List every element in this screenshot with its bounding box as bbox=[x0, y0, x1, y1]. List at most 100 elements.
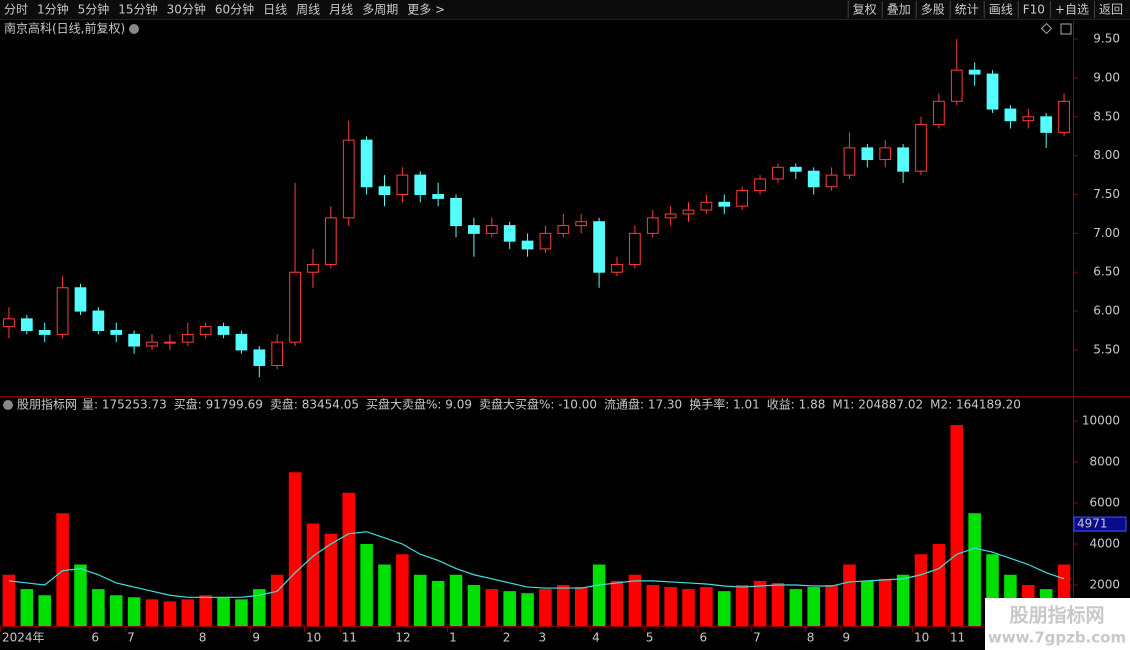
candle-body bbox=[199, 326, 212, 335]
x-tick-label: 5 bbox=[646, 631, 654, 645]
candle-body bbox=[1004, 108, 1017, 122]
period-tab[interactable]: 日线 bbox=[263, 3, 287, 17]
x-tick-label: 7 bbox=[753, 631, 761, 645]
period-tab[interactable]: 月线 bbox=[329, 3, 353, 17]
y-tick-label: 6000 bbox=[1089, 495, 1120, 509]
icon[interactable] bbox=[1060, 23, 1072, 35]
candle-body bbox=[718, 201, 731, 207]
readout: M2: 164189.20 bbox=[930, 398, 1021, 412]
y-tick-label: 9.50 bbox=[1093, 32, 1120, 46]
x-tick-label: 6 bbox=[699, 631, 707, 645]
candle-body bbox=[414, 174, 427, 196]
y-tick-label: 7.00 bbox=[1093, 226, 1120, 240]
y-tick-label: 9.00 bbox=[1093, 70, 1120, 84]
tool-button[interactable]: F10 bbox=[1023, 3, 1045, 17]
candle-body bbox=[664, 213, 677, 219]
volume-bar bbox=[682, 589, 695, 626]
candle-body bbox=[700, 201, 713, 211]
period-tab[interactable]: 30分钟 bbox=[167, 2, 206, 17]
candle-body bbox=[915, 124, 927, 172]
y-tick-label: 6.50 bbox=[1093, 265, 1120, 279]
period-tab[interactable]: 更多 > bbox=[407, 3, 445, 17]
candle-body bbox=[521, 240, 534, 250]
volume-bar bbox=[914, 554, 928, 626]
period-tab[interactable]: 多周期 bbox=[362, 3, 398, 17]
period-tab[interactable]: 5分钟 bbox=[78, 2, 110, 17]
candle-body bbox=[575, 221, 588, 227]
candle-body bbox=[164, 341, 176, 344]
candle-body bbox=[181, 333, 194, 343]
candle-body bbox=[307, 263, 319, 273]
readout: 流通盘: 17.30 bbox=[604, 397, 682, 412]
tool-button[interactable]: 返回 bbox=[1099, 3, 1123, 17]
volume-bar bbox=[950, 425, 964, 626]
volume-bar bbox=[610, 580, 624, 626]
volume-bar bbox=[288, 472, 302, 626]
period-tab[interactable]: 周线 bbox=[296, 3, 320, 17]
candle-body bbox=[271, 341, 284, 366]
y-tick-label: 8.50 bbox=[1093, 109, 1120, 123]
candle-body bbox=[789, 166, 802, 172]
candle-body bbox=[146, 341, 158, 347]
volume-bar bbox=[574, 587, 588, 626]
volume-bar bbox=[235, 599, 248, 626]
candle-body bbox=[217, 326, 230, 335]
x-tick-label: 10 bbox=[914, 631, 929, 645]
volume-bar bbox=[396, 554, 409, 626]
candle-body bbox=[646, 217, 659, 234]
dropdown-icon[interactable] bbox=[129, 24, 139, 34]
dropdown-icon[interactable] bbox=[3, 400, 13, 410]
x-tick-label: 8 bbox=[199, 631, 207, 645]
indicator-title: 股朋指标网 bbox=[17, 397, 77, 412]
readout: 量: 175253.73 bbox=[82, 398, 167, 412]
readout: 买盘: 91799.69 bbox=[174, 397, 263, 412]
y-tick-label: 8000 bbox=[1089, 454, 1120, 468]
tool-button[interactable]: 画线 bbox=[989, 3, 1013, 17]
tool-button[interactable]: 统计 bbox=[955, 3, 979, 17]
readout: 换手率: 1.01 bbox=[689, 397, 760, 412]
x-tick-label: 11 bbox=[950, 631, 965, 645]
volume-bar bbox=[896, 574, 910, 626]
candle-body bbox=[289, 271, 301, 343]
candle-body bbox=[432, 194, 445, 199]
period-tab[interactable]: 15分钟 bbox=[118, 2, 157, 17]
candle-body bbox=[968, 69, 981, 75]
volume-bar bbox=[217, 597, 230, 626]
candle-body bbox=[950, 69, 963, 102]
y-tick-label: 2000 bbox=[1089, 577, 1120, 591]
y-tick-label: 6.00 bbox=[1093, 304, 1120, 318]
volume-bar bbox=[145, 599, 159, 626]
x-tick-label: 3 bbox=[539, 631, 547, 645]
tool-button[interactable]: 多股 bbox=[921, 3, 945, 17]
tool-button[interactable]: +自选 bbox=[1055, 3, 1089, 17]
candle-body bbox=[611, 263, 623, 273]
readout: 卖盘大买盘%: -10.00 bbox=[479, 397, 597, 412]
stock-title: 南京高科(日线,前复权) bbox=[4, 21, 125, 36]
y-tick-label: 7.50 bbox=[1093, 187, 1120, 201]
volume-bar bbox=[20, 589, 34, 626]
period-tab[interactable]: 60分钟 bbox=[215, 2, 254, 17]
candle-body bbox=[539, 232, 552, 250]
candle-body bbox=[807, 170, 820, 188]
candle-body bbox=[593, 221, 605, 273]
volume-bar bbox=[449, 574, 463, 626]
tool-button[interactable]: 复权 bbox=[853, 3, 877, 17]
x-tick-label: 9 bbox=[843, 631, 851, 645]
candle-body bbox=[628, 232, 641, 265]
icon[interactable] bbox=[1040, 22, 1053, 35]
period-tab[interactable]: 分时 bbox=[4, 3, 28, 17]
candle-body bbox=[1022, 116, 1035, 122]
volume-bar bbox=[932, 543, 946, 626]
volume-bar bbox=[270, 574, 284, 626]
candle-body bbox=[861, 147, 874, 161]
volume-bar bbox=[306, 523, 320, 626]
x-tick-label: 9 bbox=[252, 631, 260, 645]
period-tab[interactable]: 1分钟 bbox=[37, 2, 69, 17]
candle-body bbox=[754, 178, 766, 192]
candle-body bbox=[74, 287, 87, 312]
y-tick-label: 8.00 bbox=[1093, 148, 1120, 162]
volume-bar bbox=[253, 589, 266, 626]
watermark-box bbox=[985, 598, 1130, 650]
tool-button[interactable]: 叠加 bbox=[887, 3, 911, 17]
